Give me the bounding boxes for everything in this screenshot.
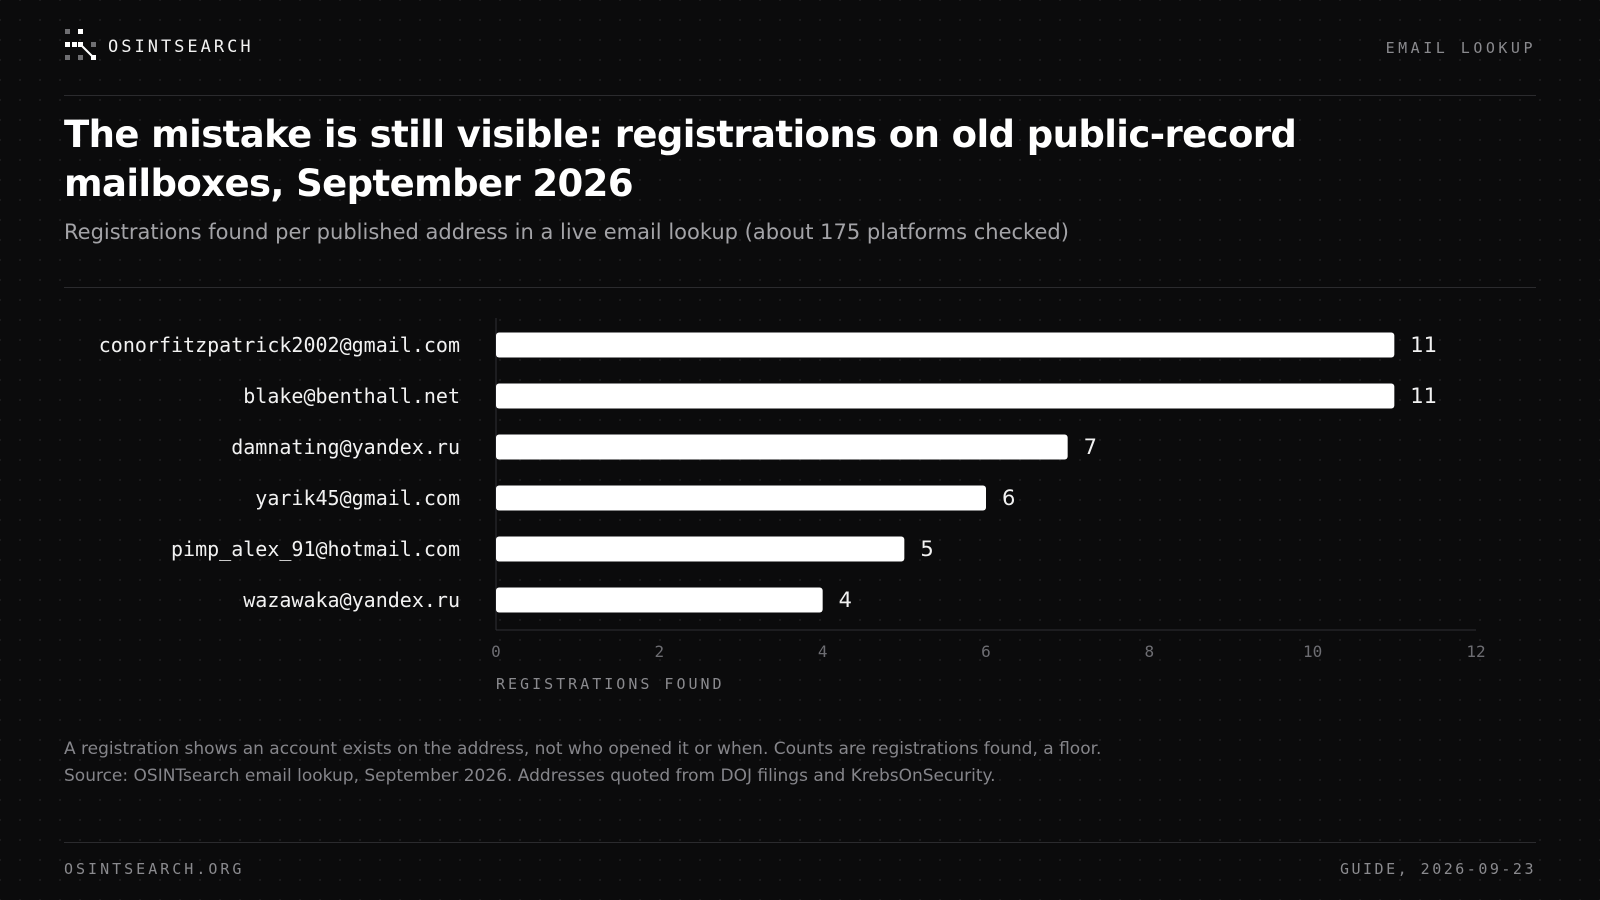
footer-site: OSINTSEARCH.ORG — [64, 860, 245, 878]
x-tick-label: 0 — [491, 642, 501, 661]
x-tick-label: 6 — [981, 642, 991, 661]
bar-chart: conorfitzpatrick2002@gmail.com 11 blake@be… — [99, 318, 1486, 693]
brand-name: OSINTSEARCH — [108, 37, 254, 57]
bar — [496, 485, 986, 511]
category-label: wazawaka@yandex.ru — [243, 588, 460, 612]
chart-notes: A registration shows an account exists o… — [64, 736, 1101, 790]
category-label: yarik45@gmail.com — [255, 486, 460, 510]
value-label: 4 — [839, 588, 852, 612]
footer-divider — [64, 842, 1536, 843]
note-source: Source: OSINTsearch email lookup, Septem… — [64, 766, 996, 786]
header-divider — [64, 95, 1536, 96]
bar — [496, 587, 823, 613]
value-label: 11 — [1410, 384, 1437, 408]
bar — [496, 383, 1395, 409]
value-label: 11 — [1410, 333, 1437, 357]
x-tick-label: 2 — [655, 642, 665, 661]
x-tick-label: 4 — [818, 642, 828, 661]
category-label: pimp_alex_91@hotmail.com — [171, 537, 460, 561]
page-subtitle: Registrations found per published addres… — [64, 220, 1069, 244]
bar — [496, 536, 905, 562]
network-graph-logo-icon — [65, 29, 96, 60]
bar — [496, 332, 1395, 358]
x-tick-label: 10 — [1303, 642, 1322, 661]
note-caveat: A registration shows an account exists o… — [64, 739, 1102, 759]
x-axis-label: REGISTRATIONS FOUND — [496, 675, 725, 693]
category-label: damnating@yandex.ru — [231, 435, 460, 459]
x-tick-label: 12 — [1466, 642, 1485, 661]
category-label: blake@benthall.net — [243, 384, 460, 408]
page-title: The mistake is still visible: registrati… — [64, 113, 1297, 205]
category-label: conorfitzpatrick2002@gmail.com — [99, 333, 460, 357]
section-label: EMAIL LOOKUP — [1385, 39, 1536, 57]
header: OSINTSEARCH EMAIL LOOKUP — [64, 28, 1536, 68]
value-label: 7 — [1084, 435, 1097, 459]
title-divider — [64, 287, 1536, 288]
footer-date: GUIDE, 2026-09-23 — [1339, 860, 1536, 878]
value-label: 5 — [920, 537, 933, 561]
bar — [496, 434, 1068, 460]
value-label: 6 — [1002, 486, 1015, 510]
x-tick-label: 8 — [1145, 642, 1155, 661]
